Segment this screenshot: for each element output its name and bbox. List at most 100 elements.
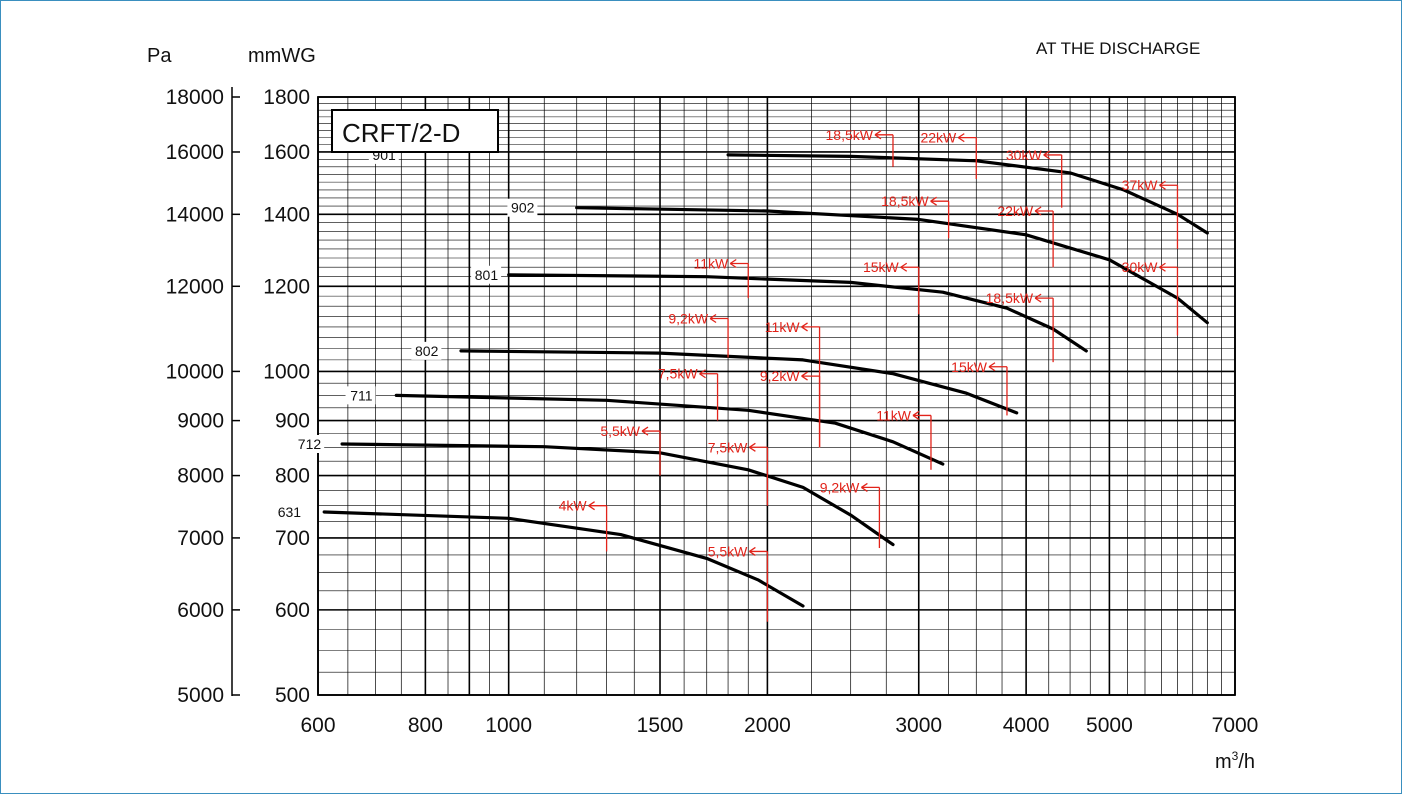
x-tick-label: 7000 bbox=[1212, 714, 1259, 737]
power-label: 18,5kW bbox=[826, 127, 874, 143]
power-arrow-head bbox=[957, 133, 965, 143]
y-tick-label-pa: 10000 bbox=[166, 360, 224, 383]
power-arrow-head bbox=[749, 546, 756, 556]
series-711-curve bbox=[394, 393, 945, 466]
discharge-note: AT THE DISCHARGE bbox=[1036, 39, 1200, 58]
y-ticks: 18000 1800 16000 1600 14000 1400 12000 1200 1000… bbox=[166, 86, 310, 707]
series-802-curve bbox=[459, 349, 1019, 415]
y-tick-label-pa: 5000 bbox=[177, 684, 224, 707]
power-label: 9,2kW bbox=[760, 368, 800, 384]
series-label-802: 802 bbox=[415, 343, 439, 359]
y-tick-label-mmwg: 1400 bbox=[263, 203, 310, 226]
y-tick-label-pa: 18000 bbox=[166, 86, 224, 109]
series-label-bg bbox=[345, 386, 376, 405]
power-arrow-head bbox=[699, 369, 706, 379]
series-label-bg bbox=[274, 502, 305, 521]
power-label: 5,5kW bbox=[600, 423, 640, 439]
power-arrow-head bbox=[588, 501, 595, 511]
power-arrow-head bbox=[749, 442, 756, 452]
y-unit-pa: Pa bbox=[147, 45, 172, 67]
title-box bbox=[331, 109, 499, 153]
y-tick-label-mmwg: 1200 bbox=[263, 275, 310, 298]
power-label: 4kW bbox=[559, 498, 588, 514]
power-arrow-head bbox=[801, 322, 808, 332]
power-arrow-head bbox=[801, 371, 808, 381]
power-label: 11kW bbox=[765, 319, 801, 335]
power-label: 18,5kW bbox=[881, 193, 929, 209]
y-tick-label-pa: 7000 bbox=[177, 527, 224, 550]
power-arrow-head bbox=[912, 410, 920, 420]
series-label-902: 902 bbox=[511, 200, 535, 216]
series-label-801: 801 bbox=[475, 267, 499, 283]
y-tick-label-pa: 16000 bbox=[166, 141, 224, 164]
x-tick-label: 600 bbox=[300, 714, 335, 737]
y-tick-label-pa: 6000 bbox=[177, 599, 224, 622]
power-label: 7,5kW bbox=[708, 439, 748, 455]
power-label: 37kW bbox=[1122, 177, 1159, 193]
grid bbox=[317, 96, 1236, 696]
y-tick-label-mmwg: 500 bbox=[275, 684, 310, 707]
y-tick-label-mmwg: 700 bbox=[275, 527, 310, 550]
x-tick-label: 4000 bbox=[1003, 714, 1050, 737]
power-arrow-head bbox=[1159, 262, 1166, 272]
power-label: 5,5kW bbox=[708, 543, 748, 559]
y-tick-label-pa: 9000 bbox=[177, 410, 224, 433]
power-arrow-head bbox=[1159, 180, 1166, 190]
power-arrow-head bbox=[1034, 293, 1042, 303]
series-label-bg bbox=[411, 341, 442, 360]
power-label: 30kW bbox=[1006, 147, 1043, 163]
power-label: 22kW bbox=[920, 130, 957, 146]
power-label: 15kW bbox=[951, 359, 988, 375]
power-arrow-head bbox=[874, 130, 882, 140]
power-label: 11kW bbox=[876, 407, 912, 423]
y-unit-mmwg: mmWG bbox=[248, 45, 316, 67]
power-arrow-head bbox=[1043, 150, 1051, 160]
axes bbox=[231, 87, 1236, 696]
y-tick-label-mmwg: 600 bbox=[275, 599, 310, 622]
x-unit-tail: /h bbox=[1238, 751, 1255, 773]
power-label: 22kW bbox=[997, 203, 1034, 219]
x-tick-label: 2000 bbox=[744, 714, 791, 737]
series-label-712: 712 bbox=[298, 436, 322, 452]
series-712-curve bbox=[340, 442, 895, 547]
y-tick-label-pa: 8000 bbox=[177, 465, 224, 488]
power-label: 9,2kW bbox=[668, 310, 708, 326]
series-label-631: 631 bbox=[278, 504, 302, 520]
x-axis-label: m3/h bbox=[1215, 749, 1255, 773]
power-arrow-head bbox=[900, 262, 908, 272]
y-tick-label-mmwg: 900 bbox=[275, 410, 310, 433]
chart-title: CRFT/2-D bbox=[342, 118, 460, 148]
power-label: 9,2kW bbox=[820, 479, 860, 495]
power-arrow-head bbox=[641, 426, 649, 436]
y-tick-label-pa: 14000 bbox=[166, 203, 224, 226]
y-tick-label-mmwg: 1800 bbox=[263, 86, 310, 109]
power-arrow-head bbox=[1034, 206, 1042, 216]
x-unit-m: m bbox=[1215, 751, 1232, 773]
power-arrow-head bbox=[709, 313, 717, 324]
x-ticks: 600 800 1000 1500 2000 3000 4000 5000 7000 bbox=[300, 714, 1258, 737]
power-label: 30kW bbox=[1122, 259, 1159, 275]
power-arrow-head bbox=[861, 482, 868, 492]
power-arrow-head bbox=[729, 258, 737, 269]
x-tick-label: 1000 bbox=[485, 714, 532, 737]
x-tick-label: 3000 bbox=[895, 714, 942, 737]
x-tick-label: 5000 bbox=[1086, 714, 1133, 737]
plot-border bbox=[317, 96, 1236, 696]
power-label: 7,5kW bbox=[658, 366, 698, 382]
power-label: 11kW bbox=[693, 256, 729, 272]
y-tick-label-mmwg: 1000 bbox=[263, 360, 310, 383]
power-label: 15kW bbox=[863, 259, 900, 275]
y-tick-label-mmwg: 1600 bbox=[263, 141, 310, 164]
series-631-curve bbox=[322, 510, 805, 608]
x-unit-sup: 3 bbox=[1232, 749, 1239, 763]
power-arrow-head bbox=[930, 196, 937, 206]
power-markers: 18,5kW 22kW 30kW 37kW 18,5kW 22kW 30kW 11kW 15kW… bbox=[559, 127, 1179, 622]
y-tick-label-pa: 12000 bbox=[166, 275, 224, 298]
power-label: 18,5kW bbox=[986, 290, 1034, 306]
x-tick-label: 1500 bbox=[637, 714, 684, 737]
x-tick-label: 800 bbox=[408, 714, 443, 737]
series-label-bg bbox=[294, 434, 325, 453]
series-label-bg bbox=[507, 198, 538, 217]
